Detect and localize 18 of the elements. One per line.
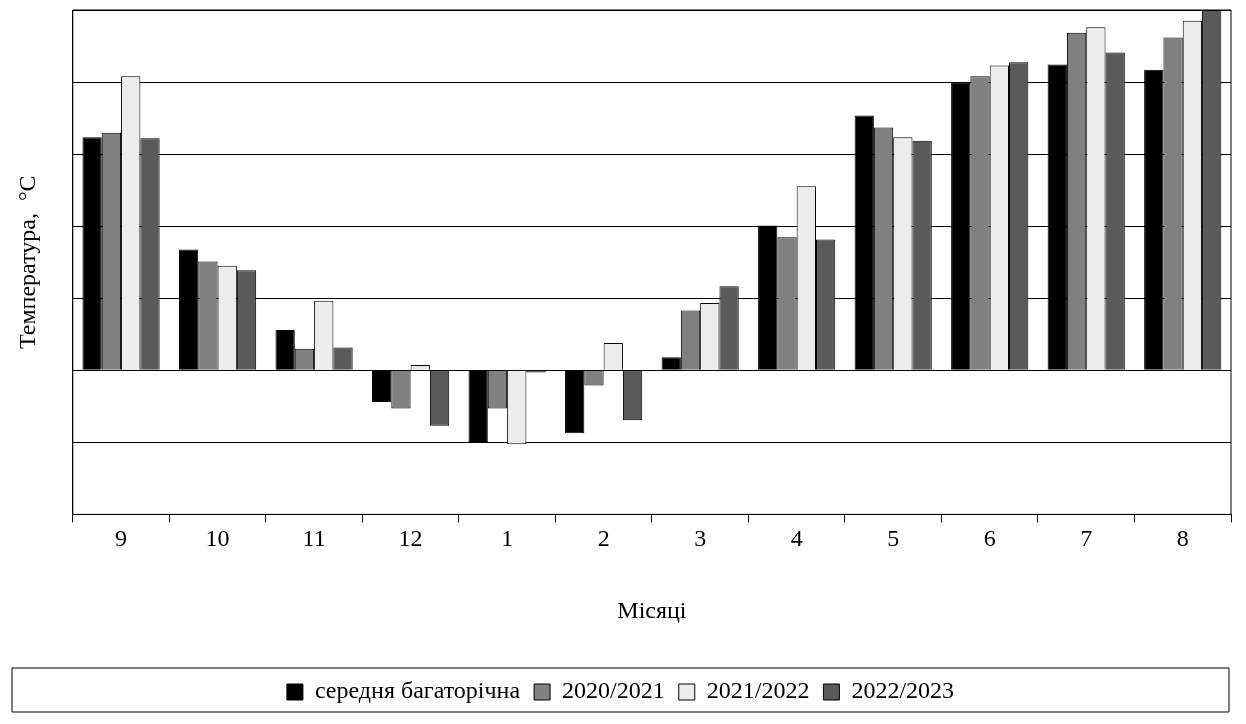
x-tick-label: 11: [302, 525, 326, 552]
x-tick-label: 1: [501, 525, 514, 552]
x-tick-label: 4: [790, 525, 803, 552]
legend-label: 2022/2023: [851, 677, 955, 704]
legend-label: 2021/2022: [706, 677, 810, 704]
x-tick-label: 8: [1176, 525, 1189, 552]
legend-label: середня багаторічна: [314, 677, 521, 704]
x-tick-label: 12: [398, 525, 423, 552]
x-tick-label: 10: [205, 525, 230, 552]
x-tick-label: 6: [983, 525, 996, 552]
x-tick-label: 9: [115, 525, 128, 552]
x-tick-label: 7: [1080, 525, 1093, 552]
x-tick-label: 2: [597, 525, 610, 552]
legend-label: 2020/2021: [562, 677, 665, 704]
x-tick-label: 5: [887, 525, 900, 552]
y-axis-title: Температура, °C: [13, 175, 40, 349]
x-tick-label: 3: [694, 525, 707, 552]
x-axis-title: Місяці: [617, 596, 687, 623]
